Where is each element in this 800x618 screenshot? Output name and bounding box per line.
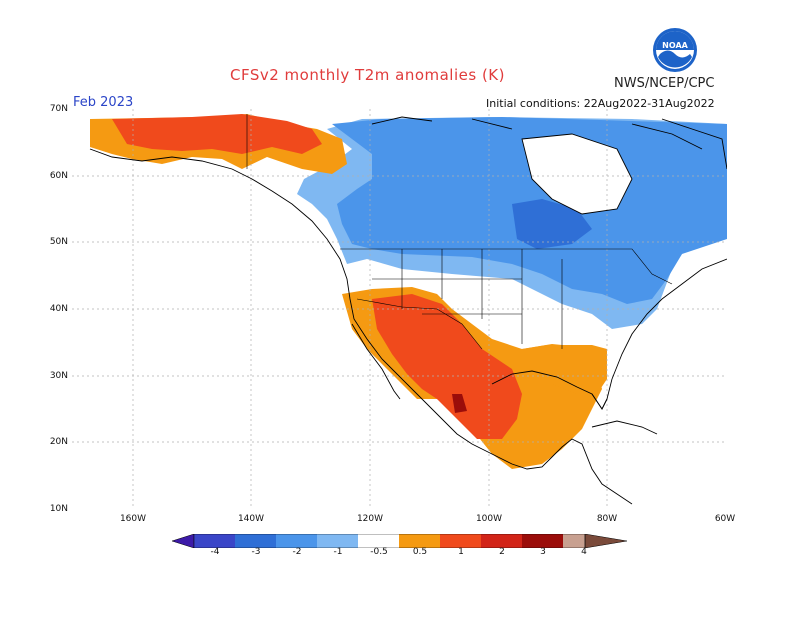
lat-label: 40N [49, 304, 68, 314]
anomaly-fill-layer [90, 114, 727, 469]
lon-label: 100W [475, 514, 503, 524]
colorbar-segment [563, 534, 585, 548]
arctic-islands [371, 116, 703, 150]
colorbar-segment [522, 534, 563, 548]
lat-label: 50N [49, 237, 68, 247]
colorbar-label: -0.5 [370, 547, 388, 557]
hudson-bay [522, 134, 632, 214]
greenland-coast [661, 118, 727, 170]
colorbar-label: 3 [540, 547, 546, 557]
baja [351, 323, 401, 400]
cold-region-dark [512, 199, 592, 249]
colorbar-label: 0.5 [412, 547, 428, 557]
florida [591, 393, 608, 410]
mexico-hot-spot [452, 394, 467, 413]
alaska-warm-red [112, 114, 322, 154]
chart-title: CFSv2 monthly T2m anomalies (K) [230, 66, 505, 84]
coastline-layer [89, 116, 727, 505]
southwest-warm-red [372, 294, 522, 439]
us-state-lines [372, 249, 563, 349]
graticule [72, 109, 727, 509]
lon-label: 140W [237, 514, 265, 524]
colorbar-segment [399, 534, 440, 548]
boundary-layer [246, 114, 673, 350]
colorbar-segment [194, 534, 235, 548]
colorbar-arrow-right [584, 534, 627, 548]
colorbar-label: -1 [333, 547, 343, 557]
logo-text: NOAA [662, 41, 688, 50]
lat-label: 60N [49, 171, 68, 181]
lon-label: 60W [714, 514, 736, 524]
agency-label: NWS/NCEP/CPC [614, 76, 715, 91]
colorbar-segment [358, 534, 399, 548]
colorbar-label: 4 [581, 547, 587, 557]
colorbar [172, 534, 627, 548]
initial-conditions: Initial conditions: 22Aug2022-31Aug2022 [486, 97, 715, 110]
cuba [591, 420, 658, 435]
colorbar-segment [440, 534, 481, 548]
colorbar-label: 1 [458, 547, 464, 557]
lat-label: 30N [49, 371, 68, 381]
lon-label: 120W [356, 514, 384, 524]
colorbar-label: -3 [251, 547, 261, 557]
north-america-coast [89, 148, 633, 505]
lat-label: 10N [49, 504, 68, 514]
noaa-logo: NOAA [653, 28, 697, 72]
forecast-month: Feb 2023 [73, 95, 134, 110]
lon-label: 160W [119, 514, 147, 524]
lat-label: 20N [49, 437, 68, 447]
colorbar-segment [481, 534, 522, 548]
southeast-warm [522, 345, 607, 394]
colorbar-segment [276, 534, 317, 548]
colorbar-segment [317, 534, 358, 548]
colorbar-label: -2 [292, 547, 302, 557]
colorbar-label: -4 [210, 547, 220, 557]
lat-label: 70N [49, 104, 68, 114]
colorbar-segment [235, 534, 276, 548]
lon-label: 80W [596, 514, 618, 524]
hudson-bay-coast [521, 133, 633, 215]
us-mexico-border [356, 298, 483, 350]
colorbar-arrow-left [172, 534, 195, 548]
colorbar-label: 2 [499, 547, 505, 557]
anomaly-map [72, 109, 727, 509]
canada-us-border [340, 248, 673, 285]
atlantic-coast [611, 258, 727, 380]
